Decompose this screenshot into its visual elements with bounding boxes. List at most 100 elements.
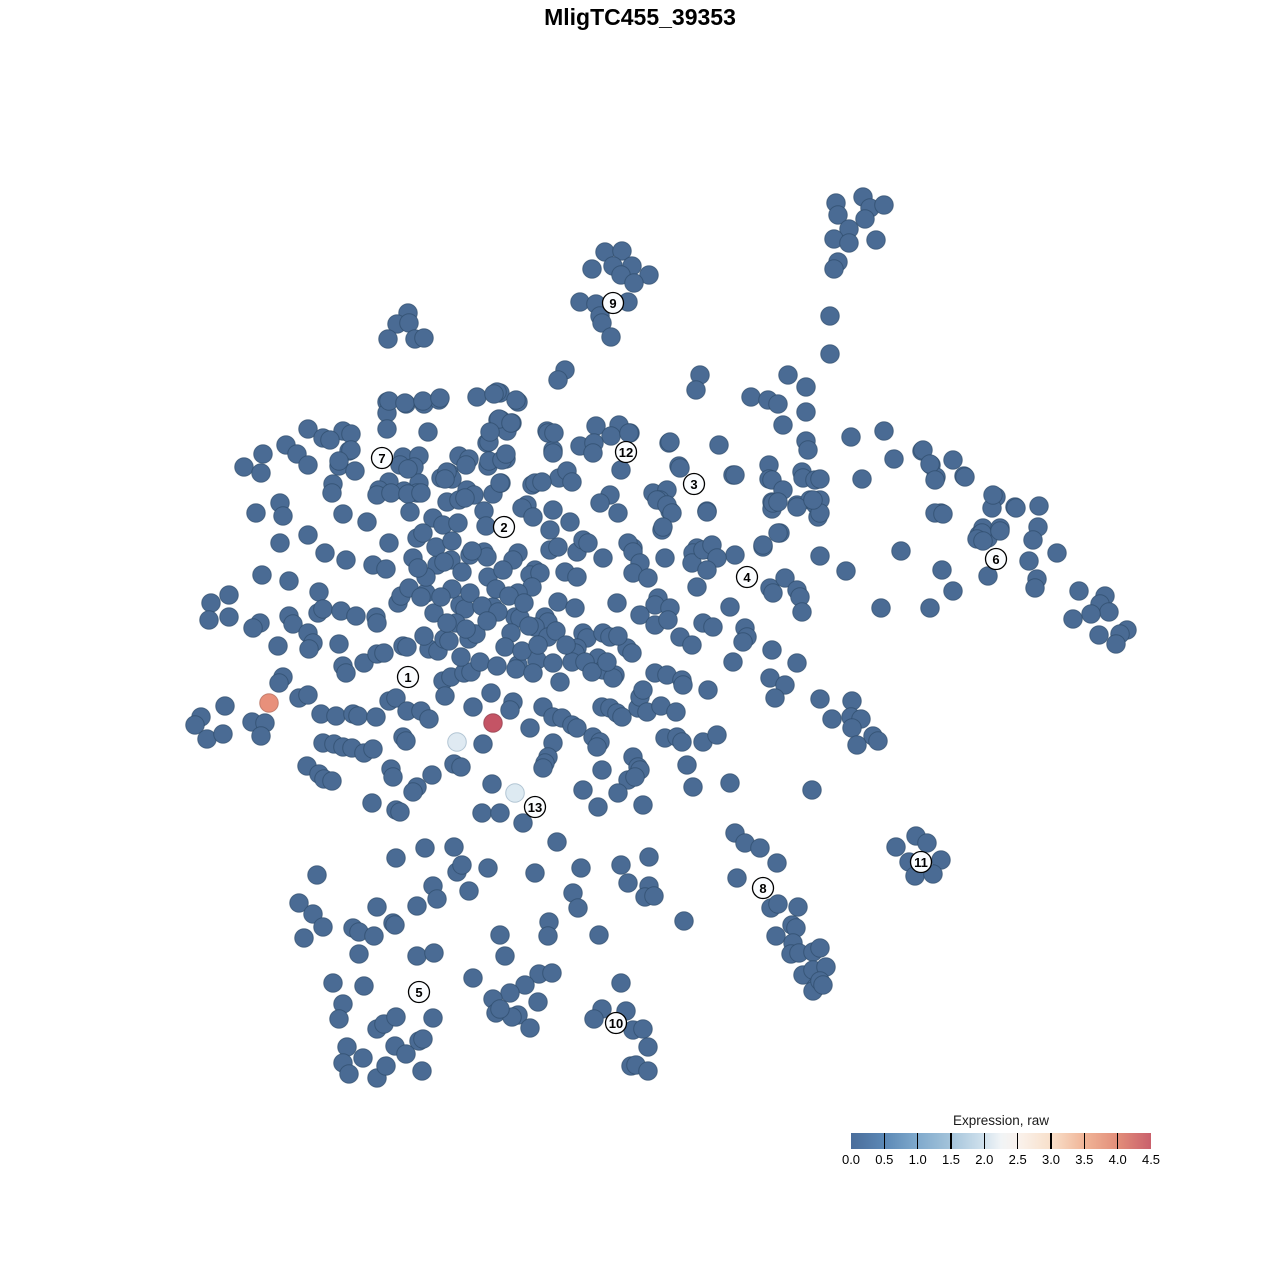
data-point <box>448 513 468 533</box>
data-point <box>213 724 233 744</box>
data-point <box>560 512 580 532</box>
data-point <box>456 455 476 475</box>
expression-legend: Expression, raw 0.0 0.5 1.0 1.5 2.0 2.5 3.0 3.5… <box>842 1113 1160 1167</box>
data-point <box>796 402 816 422</box>
data-point <box>320 430 340 450</box>
expression-highlight-point <box>483 713 503 733</box>
data-point <box>709 435 729 455</box>
data-point <box>408 558 428 578</box>
data-point <box>842 718 862 738</box>
data-point <box>423 1008 443 1028</box>
data-point <box>983 485 1003 505</box>
data-point <box>490 999 510 1019</box>
data-point <box>674 911 694 931</box>
data-point <box>1006 498 1026 518</box>
data-point <box>378 329 398 349</box>
data-point <box>199 610 219 630</box>
data-point <box>435 686 455 706</box>
legend-tick-label: 1.5 <box>941 1152 961 1167</box>
data-point <box>538 926 558 946</box>
data-point <box>544 423 564 443</box>
legend-tick-line <box>950 1133 952 1149</box>
data-point <box>765 688 785 708</box>
data-point <box>354 976 374 996</box>
data-point <box>367 613 387 633</box>
data-point <box>1025 578 1045 598</box>
data-point <box>556 635 576 655</box>
data-point <box>588 797 608 817</box>
data-point <box>363 739 383 759</box>
data-point <box>348 706 368 726</box>
cluster-label-text: 3 <box>690 477 697 492</box>
data-point <box>546 621 566 641</box>
data-point <box>720 773 740 793</box>
data-point <box>866 230 886 250</box>
data-point <box>568 898 588 918</box>
data-point <box>582 662 602 682</box>
data-point <box>932 560 952 580</box>
data-point <box>322 771 342 791</box>
data-point <box>234 457 254 477</box>
data-point <box>456 619 476 639</box>
data-point <box>839 233 859 253</box>
cluster-label-circle <box>396 665 420 689</box>
data-point <box>567 718 587 738</box>
data-point <box>608 626 628 646</box>
data-point <box>336 663 356 683</box>
legend-tick-label: 4.5 <box>1141 1152 1161 1167</box>
cluster-label-text: 13 <box>528 800 542 815</box>
data-point <box>741 387 761 407</box>
data-point <box>540 520 560 540</box>
data-point <box>329 1009 349 1029</box>
data-point <box>725 545 745 565</box>
plot-title: MligTC455_39353 <box>544 4 736 30</box>
data-point <box>251 726 271 746</box>
data-point <box>820 306 840 326</box>
data-point <box>666 702 686 722</box>
legend-tick-line <box>1050 1133 1052 1149</box>
data-point <box>219 607 239 627</box>
data-point <box>624 273 644 293</box>
data-point <box>411 587 431 607</box>
legend-tick-line <box>983 1133 986 1149</box>
data-point <box>459 881 479 901</box>
data-point <box>460 583 480 603</box>
cluster-label-circle <box>601 291 625 315</box>
data-point <box>543 443 563 463</box>
data-point <box>430 388 450 408</box>
data-point <box>810 689 830 709</box>
data-point <box>270 533 290 553</box>
data-point <box>762 640 782 660</box>
data-point <box>377 419 397 439</box>
data-point <box>583 443 603 463</box>
data-point <box>768 394 788 414</box>
data-point <box>309 582 329 602</box>
data-point <box>565 598 585 618</box>
data-point <box>775 568 795 588</box>
data-point <box>322 483 342 503</box>
data-point <box>841 427 861 447</box>
data-point <box>618 873 638 893</box>
data-point <box>753 535 773 555</box>
data-point <box>381 483 401 503</box>
data-point <box>472 803 492 823</box>
data-point <box>571 858 591 878</box>
data-point <box>855 209 875 229</box>
data-point <box>294 928 314 948</box>
data-point <box>707 725 727 745</box>
data-point <box>326 706 346 726</box>
data-point <box>500 983 520 1003</box>
data-point <box>431 587 451 607</box>
data-point <box>473 734 493 754</box>
data-point <box>813 975 833 995</box>
data-point <box>633 1019 653 1039</box>
data-point <box>733 632 753 652</box>
legend-tick-label: 1.0 <box>908 1152 927 1167</box>
data-point <box>313 917 333 937</box>
data-point <box>532 472 552 492</box>
data-point <box>463 697 483 717</box>
data-point <box>847 735 867 755</box>
data-point <box>376 1056 396 1076</box>
data-point <box>514 593 534 613</box>
data-point <box>548 370 568 390</box>
